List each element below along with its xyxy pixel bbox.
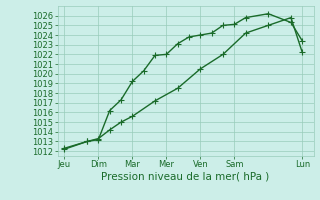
X-axis label: Pression niveau de la mer( hPa ): Pression niveau de la mer( hPa ) bbox=[101, 172, 270, 182]
